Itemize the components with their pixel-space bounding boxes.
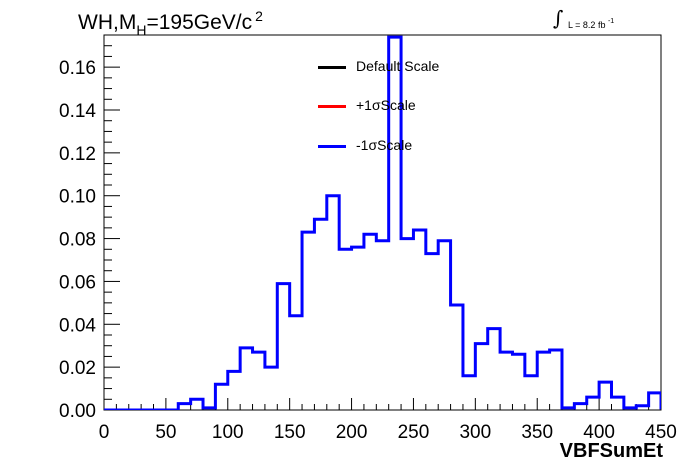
- x-axis-label: VBFSumEt: [559, 440, 663, 462]
- legend-swatch: [318, 104, 346, 108]
- y-tick-label: 0.16: [59, 58, 96, 79]
- x-tick-label: 50: [155, 422, 176, 443]
- legend-entry-default: Default Scale: [318, 58, 439, 74]
- x-tick-label: 300: [459, 422, 491, 443]
- y-tick-label: 0.06: [59, 272, 96, 293]
- y-tick-label: 0.08: [59, 230, 96, 251]
- y-axis: 0.00 0.02 0.04 0.06 0.08 0.10 0.12 0.14 0.16: [59, 34, 120, 422]
- x-tick-label: 100: [212, 422, 244, 443]
- y-tick-label: 0.10: [59, 187, 96, 208]
- y-tick-label: 0.02: [59, 358, 96, 379]
- integral-symbol: ∫: [553, 6, 564, 30]
- x-tick-label: 150: [274, 422, 306, 443]
- x-tick-label: 450: [645, 422, 677, 443]
- luminosity-label: ∫ L = 8.2 fb -1: [553, 6, 615, 30]
- series-layer: [104, 35, 661, 410]
- y-tick-label: 0.14: [59, 101, 96, 122]
- x-axis: 0 50 100 150 200 250 300 350 400 450: [99, 398, 677, 443]
- y-tick-label: 0.00: [59, 401, 96, 422]
- y-tick-label: 0.04: [59, 315, 96, 336]
- legend-entry-plus1sigma: +1σScale: [318, 97, 416, 113]
- legend-swatch: [318, 144, 346, 148]
- x-tick-label: 350: [521, 422, 553, 443]
- legend-entry-minus1sigma: -1σScale: [318, 137, 412, 153]
- x-tick-label: 200: [336, 422, 368, 443]
- legend-swatch: [318, 65, 346, 69]
- x-tick-label: 400: [583, 422, 615, 443]
- plot-frame: [103, 34, 662, 411]
- y-tick-label: 0.12: [59, 144, 96, 165]
- histogram-series-line: [104, 35, 661, 410]
- x-tick-label: 0: [99, 422, 110, 443]
- chart-title: WH,MH=195GeV/c 2: [78, 8, 263, 38]
- x-tick-label: 250: [398, 422, 430, 443]
